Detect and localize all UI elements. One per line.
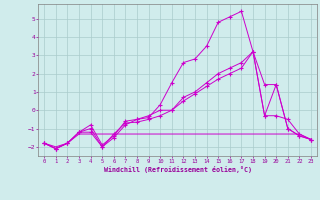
X-axis label: Windchill (Refroidissement éolien,°C): Windchill (Refroidissement éolien,°C) xyxy=(104,166,252,173)
